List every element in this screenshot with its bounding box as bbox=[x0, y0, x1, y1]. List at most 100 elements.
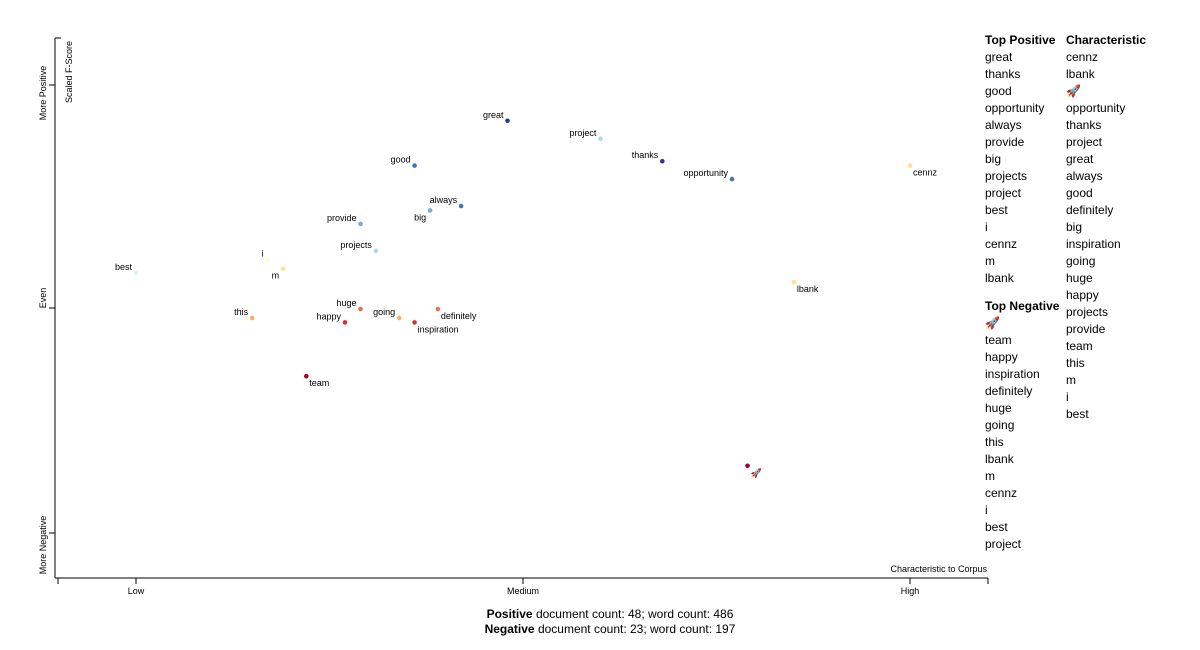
characteristic-item[interactable]: happy bbox=[1066, 288, 1099, 302]
point-label-7[interactable]: big bbox=[414, 212, 426, 222]
point-20[interactable] bbox=[304, 373, 309, 379]
point-4[interactable] bbox=[412, 163, 417, 168]
point-14[interactable] bbox=[358, 306, 363, 312]
characteristic-item[interactable]: inspiration bbox=[1066, 237, 1121, 251]
point-label-9[interactable]: projects bbox=[340, 240, 372, 250]
top-negative-item[interactable]: 🚀 bbox=[985, 316, 1000, 330]
characteristic-item[interactable]: lbank bbox=[1066, 67, 1095, 81]
point-label-18[interactable]: inspiration bbox=[418, 324, 459, 334]
top-negative-item[interactable]: huge bbox=[985, 401, 1012, 415]
point-0[interactable] bbox=[505, 118, 510, 124]
point-label-0[interactable]: great bbox=[483, 110, 504, 120]
characteristic-item[interactable]: i bbox=[1066, 390, 1069, 404]
point-label-14[interactable]: huge bbox=[336, 298, 356, 308]
point-6[interactable] bbox=[458, 203, 464, 209]
top-negative-item[interactable]: team bbox=[985, 333, 1012, 347]
top-lists-column: Top Positive great thanks good opportunity a… bbox=[985, 32, 1063, 553]
point-label-1[interactable]: project bbox=[569, 128, 597, 138]
top-positive-item[interactable]: best bbox=[985, 203, 1008, 217]
top-positive-item[interactable]: big bbox=[985, 152, 1002, 166]
point-label-11[interactable]: i bbox=[262, 249, 264, 259]
characteristic-item[interactable]: project bbox=[1066, 135, 1103, 149]
top-negative-list: 🚀 team happy inspiration definitely huge going… bbox=[985, 315, 1063, 553]
point-1[interactable] bbox=[598, 136, 603, 142]
top-negative-item[interactable]: cennz bbox=[985, 486, 1018, 500]
point-label-13[interactable]: lbank bbox=[797, 284, 819, 294]
top-negative-item[interactable]: i bbox=[985, 503, 988, 517]
characteristic-item[interactable]: cennz bbox=[1066, 50, 1099, 64]
top-positive-item[interactable]: good bbox=[985, 84, 1012, 98]
top-negative-item[interactable]: happy bbox=[985, 350, 1018, 364]
top-negative-item[interactable]: this bbox=[985, 435, 1004, 449]
point-17[interactable] bbox=[342, 320, 348, 325]
characteristic-item[interactable]: great bbox=[1066, 152, 1094, 166]
point-9[interactable] bbox=[373, 248, 379, 254]
point-8[interactable] bbox=[358, 221, 363, 227]
characteristic-item[interactable]: opportunity bbox=[1066, 101, 1126, 115]
top-positive-item[interactable]: project bbox=[985, 186, 1022, 200]
top-negative-item[interactable]: project bbox=[985, 537, 1022, 551]
top-positive-item[interactable]: provide bbox=[985, 135, 1025, 149]
characteristic-item[interactable]: definitely bbox=[1066, 203, 1114, 217]
point-10[interactable] bbox=[133, 270, 139, 276]
x-axis-title: Characteristic to Corpus bbox=[890, 564, 987, 574]
point-label-5[interactable]: cennz bbox=[913, 168, 938, 178]
point-label-21[interactable]: 🚀 bbox=[751, 467, 762, 478]
point-11[interactable] bbox=[265, 257, 270, 263]
point-2[interactable] bbox=[660, 158, 665, 164]
footer-negative-label: Negative bbox=[484, 622, 535, 636]
point-19[interactable] bbox=[249, 315, 255, 321]
point-label-8[interactable]: provide bbox=[327, 213, 357, 223]
point-label-10[interactable]: best bbox=[115, 262, 133, 272]
point-15[interactable] bbox=[396, 315, 402, 321]
top-positive-item[interactable]: i bbox=[985, 220, 988, 234]
top-positive-item[interactable]: opportunity bbox=[985, 101, 1045, 115]
point-21[interactable] bbox=[745, 463, 750, 469]
characteristic-item[interactable]: 🚀 bbox=[1066, 84, 1081, 98]
characteristic-item[interactable]: provide bbox=[1066, 322, 1106, 336]
characteristic-item[interactable]: this bbox=[1066, 356, 1085, 370]
characteristic-item[interactable]: projects bbox=[1066, 305, 1109, 319]
characteristic-item[interactable]: good bbox=[1066, 186, 1093, 200]
characteristic-item[interactable]: huge bbox=[1066, 271, 1093, 285]
characteristic-item[interactable]: always bbox=[1066, 169, 1103, 183]
point-label-6[interactable]: always bbox=[430, 195, 458, 205]
point-13[interactable] bbox=[791, 279, 797, 285]
characteristic-item[interactable]: m bbox=[1066, 373, 1076, 387]
point-label-3[interactable]: opportunity bbox=[683, 168, 728, 178]
characteristic-item[interactable]: thanks bbox=[1066, 118, 1102, 132]
point-5[interactable] bbox=[907, 163, 913, 168]
top-negative-item[interactable]: m bbox=[985, 469, 995, 483]
top-negative-item[interactable]: definitely bbox=[985, 384, 1033, 398]
point-7[interactable] bbox=[427, 208, 433, 213]
point-label-17[interactable]: happy bbox=[316, 311, 341, 321]
point-label-12[interactable]: m bbox=[272, 271, 280, 281]
characteristic-item[interactable]: going bbox=[1066, 254, 1096, 268]
top-negative-item[interactable]: best bbox=[985, 520, 1008, 534]
top-negative-item[interactable]: inspiration bbox=[985, 367, 1040, 381]
top-positive-item[interactable]: m bbox=[985, 254, 995, 268]
y-label-even: Even bbox=[38, 288, 48, 309]
top-negative-item[interactable]: lbank bbox=[985, 452, 1014, 466]
characteristic-item[interactable]: big bbox=[1066, 220, 1083, 234]
point-label-4[interactable]: good bbox=[391, 155, 411, 165]
point-label-15[interactable]: going bbox=[373, 307, 395, 317]
top-positive-item[interactable]: thanks bbox=[985, 67, 1021, 81]
point-18[interactable] bbox=[412, 320, 417, 325]
characteristic-item[interactable]: best bbox=[1066, 407, 1089, 421]
top-positive-item[interactable]: cennz bbox=[985, 237, 1018, 251]
point-label-16[interactable]: definitely bbox=[441, 311, 477, 321]
point-label-2[interactable]: thanks bbox=[632, 150, 659, 160]
point-16[interactable] bbox=[435, 306, 441, 312]
point-label-20[interactable]: team bbox=[309, 378, 329, 388]
point-12[interactable] bbox=[280, 266, 286, 272]
point-3[interactable] bbox=[729, 176, 735, 182]
point-label-19[interactable]: this bbox=[234, 307, 249, 317]
top-positive-item[interactable]: lbank bbox=[985, 271, 1014, 285]
top-positive-item[interactable]: projects bbox=[985, 169, 1028, 183]
top-positive-item[interactable]: great bbox=[985, 50, 1013, 64]
characteristic-item[interactable]: team bbox=[1066, 339, 1093, 353]
top-positive-item[interactable]: always bbox=[985, 118, 1022, 132]
footer-negative-stats: Negative document count: 23; word count:… bbox=[0, 622, 1200, 636]
top-negative-item[interactable]: going bbox=[985, 418, 1015, 432]
